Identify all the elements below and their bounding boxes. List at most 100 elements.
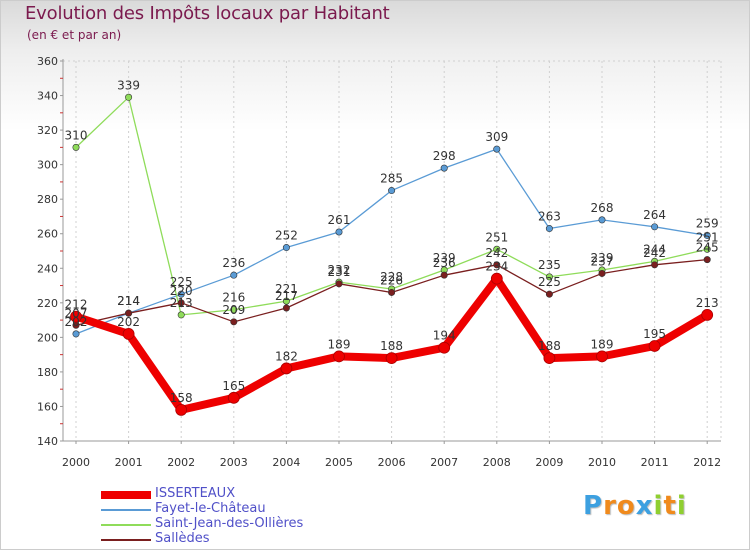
data-label-sall-des-2010: 237 xyxy=(591,254,614,268)
data-point-fayet-le-ch-teau-2012 xyxy=(703,231,711,239)
data-label-isserteaux-2010: 189 xyxy=(591,337,614,351)
y-tick-label-280: 280 xyxy=(37,193,58,206)
x-tick-label-2011: 2011 xyxy=(641,456,669,469)
proxiti-logo: Proxiti xyxy=(583,491,687,521)
data-label-isserteaux-2012: 213 xyxy=(696,296,719,310)
data-label-saint-jean-des-olli-res-2003: 216 xyxy=(222,291,245,305)
data-label-sall-des-2004: 217 xyxy=(275,289,298,303)
data-point-saint-jean-des-olli-res-2003 xyxy=(230,306,238,314)
data-point-isserteaux-2004 xyxy=(280,362,293,375)
data-label-fayet-le-ch-teau-2007: 298 xyxy=(433,149,456,163)
data-point-sall-des-2010 xyxy=(598,269,606,277)
data-point-isserteaux-2005 xyxy=(333,350,345,363)
data-label-sall-des-2006: 226 xyxy=(380,273,403,287)
data-label-saint-jean-des-olli-res-2001: 339 xyxy=(117,78,140,92)
legend-label-sall-des: Sallèdes xyxy=(155,531,210,546)
data-label-saint-jean-des-olli-res-2008: 251 xyxy=(485,230,508,244)
x-tick-label-2006: 2006 xyxy=(378,456,406,469)
x-tick-label-2008: 2008 xyxy=(483,456,511,469)
legend-item-saint-jean-des-olli-res: Saint-Jean-des-Ollières xyxy=(101,516,421,532)
logo-letter: t xyxy=(663,491,677,521)
data-label-fayet-le-ch-teau-2011: 264 xyxy=(643,208,666,222)
data-label-sall-des-2000: 207 xyxy=(65,306,88,320)
data-label-sall-des-2003: 209 xyxy=(222,303,245,317)
x-tick-label-2003: 2003 xyxy=(220,456,248,469)
data-label-fayet-le-ch-teau-2000: 202 xyxy=(65,315,88,329)
series-layer xyxy=(70,93,714,416)
x-tick-label-2009: 2009 xyxy=(535,456,563,469)
x-tick-label-2007: 2007 xyxy=(430,456,458,469)
data-point-isserteaux-2009 xyxy=(543,352,556,364)
data-point-sall-des-2007 xyxy=(440,271,448,279)
data-label-isserteaux-2003: 165 xyxy=(222,379,245,393)
data-label-sall-des-2001: 214 xyxy=(117,294,140,308)
legend-swatch-isserteaux xyxy=(101,491,151,499)
data-label-isserteaux-2006: 188 xyxy=(380,339,403,353)
data-point-isserteaux-2001 xyxy=(122,328,135,340)
data-point-saint-jean-des-olli-res-2001 xyxy=(125,93,133,101)
data-label-saint-jean-des-olli-res-2009: 235 xyxy=(538,258,561,272)
data-label-fayet-le-ch-teau-2008: 309 xyxy=(485,130,508,144)
data-label-saint-jean-des-olli-res-2002: 213 xyxy=(170,296,193,310)
legend-swatch-saint-jean-des-olli-res xyxy=(101,524,151,526)
data-point-fayet-le-ch-teau-2010 xyxy=(598,216,606,224)
data-label-saint-jean-des-olli-res-2007: 239 xyxy=(433,251,456,265)
data-point-sall-des-2002 xyxy=(177,299,185,307)
y-tick-label-200: 200 xyxy=(37,331,58,344)
data-label-layer: 202 214 225 236 252 261 285 298 309 263 268 264 259 3… xyxy=(65,78,719,405)
data-label-saint-jean-des-olli-res-2000: 310 xyxy=(65,128,88,142)
data-point-sall-des-2011 xyxy=(651,261,659,269)
data-label-fayet-le-ch-teau-2009: 263 xyxy=(538,210,561,224)
y-tick-label-340: 340 xyxy=(37,90,58,103)
data-label-saint-jean-des-olli-res-2011: 244 xyxy=(643,242,666,256)
data-point-sall-des-2005 xyxy=(335,280,343,288)
data-label-saint-jean-des-olli-res-2012: 251 xyxy=(696,230,719,244)
logo-letter: r xyxy=(603,491,617,521)
data-point-fayet-le-ch-teau-2005 xyxy=(335,228,343,236)
data-label-fayet-le-ch-teau-2002: 225 xyxy=(170,275,193,289)
legend-label-saint-jean-des-olli-res: Saint-Jean-des-Ollières xyxy=(155,516,304,531)
data-point-saint-jean-des-olli-res-2000 xyxy=(72,143,80,151)
data-label-isserteaux-2004: 182 xyxy=(275,349,298,363)
chart-subtitle: (en € et par an) xyxy=(27,28,122,42)
data-label-sall-des-2008: 242 xyxy=(485,246,508,260)
data-label-saint-jean-des-olli-res-2004: 221 xyxy=(275,282,298,296)
data-label-fayet-le-ch-teau-2001: 214 xyxy=(117,294,140,308)
data-label-saint-jean-des-olli-res-2006: 228 xyxy=(380,270,403,284)
data-label-isserteaux-2007: 194 xyxy=(433,329,456,343)
data-label-saint-jean-des-olli-res-2005: 232 xyxy=(328,263,351,277)
data-point-isserteaux-2011 xyxy=(648,340,661,352)
data-point-fayet-le-ch-teau-2006 xyxy=(388,187,396,195)
axis-layer: 140 160 180 200 220 240 260 280 300 320 340 360 2000… xyxy=(37,55,721,469)
data-point-fayet-le-ch-teau-2003 xyxy=(230,271,238,279)
data-point-fayet-le-ch-teau-2007 xyxy=(440,164,448,172)
data-label-isserteaux-2000: 212 xyxy=(65,298,88,312)
y-tick-label-240: 240 xyxy=(37,262,58,275)
data-point-fayet-le-ch-teau-2009 xyxy=(545,225,553,233)
logo-letter: x xyxy=(635,491,654,521)
y-tick-label-180: 180 xyxy=(37,366,58,379)
data-point-fayet-le-ch-teau-2011 xyxy=(651,223,659,231)
data-point-sall-des-2012 xyxy=(703,256,711,264)
data-point-sall-des-2009 xyxy=(545,290,553,298)
data-point-saint-jean-des-olli-res-2002 xyxy=(177,311,185,319)
data-point-isserteaux-2008 xyxy=(490,272,503,285)
data-point-saint-jean-des-olli-res-2012 xyxy=(703,245,711,253)
data-point-fayet-le-ch-teau-2008 xyxy=(493,145,501,153)
data-point-fayet-le-ch-teau-2000 xyxy=(72,330,80,338)
y-tick-label-300: 300 xyxy=(37,159,58,172)
logo-letter: i xyxy=(653,491,664,521)
legend-label-isserteaux: ISSERTEAUX xyxy=(155,486,236,501)
data-point-isserteaux-2007 xyxy=(438,341,451,354)
x-tick-label-2001: 2001 xyxy=(115,456,143,469)
data-label-fayet-le-ch-teau-2003: 236 xyxy=(222,256,245,270)
data-label-isserteaux-2008: 234 xyxy=(485,260,508,274)
data-label-sall-des-2009: 225 xyxy=(538,275,561,289)
logo-letter: o xyxy=(616,491,636,521)
y-tick-label-320: 320 xyxy=(37,124,58,137)
y-tick-label-260: 260 xyxy=(37,228,58,241)
data-label-fayet-le-ch-teau-2005: 261 xyxy=(328,213,351,227)
data-point-saint-jean-des-olli-res-2004 xyxy=(282,297,290,305)
data-point-isserteaux-2010 xyxy=(596,350,608,363)
